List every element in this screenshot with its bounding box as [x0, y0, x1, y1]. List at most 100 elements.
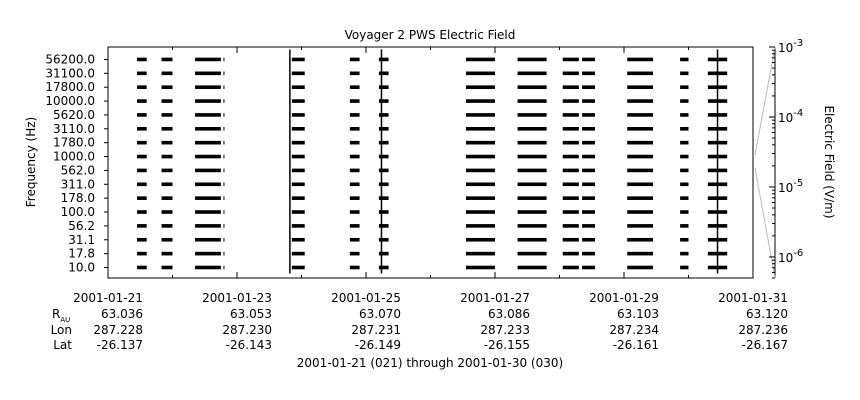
data-bar: [378, 168, 389, 173]
data-bar: [582, 99, 595, 103]
data-bar: [378, 99, 389, 103]
data-bar: [378, 196, 389, 200]
data-bar: [349, 113, 360, 117]
data-bar: [517, 182, 547, 187]
ephemeris-value-lon: 287.233: [480, 323, 530, 337]
data-bar: [195, 265, 221, 270]
colorbar-connector: [754, 167, 776, 279]
data-bar: [161, 57, 173, 62]
data-bar: [517, 210, 547, 214]
channel-labels: 10.017.831.156.2100.0178.0311.0562.01000…: [45, 52, 108, 275]
data-bar: [161, 99, 173, 103]
data-bar: [161, 251, 173, 256]
channel-label: 311.0: [61, 177, 95, 191]
colorbar: 10-6 10-5 10-4 10-3: [754, 38, 803, 279]
data-bars: [137, 57, 728, 270]
colorbar-connector: [754, 46, 776, 156]
data-bar: [223, 210, 225, 214]
data-bar: [627, 99, 654, 103]
data-bar: [627, 224, 654, 228]
x-ticks: [107, 47, 754, 278]
data-bar: [161, 85, 173, 89]
data-bar: [627, 196, 654, 200]
data-bar: [195, 140, 221, 145]
data-bar: [582, 224, 595, 228]
data-bar: [161, 182, 173, 187]
data-bar: [582, 182, 595, 187]
data-bar: [562, 224, 579, 228]
data-bar: [562, 71, 579, 76]
channel-label: 31100.0: [45, 66, 95, 80]
data-bar: [378, 113, 389, 117]
data-bar: [349, 154, 360, 159]
data-bar: [291, 71, 305, 76]
x-tick-label: 2001-01-23: [202, 291, 272, 305]
data-bar: [680, 237, 689, 242]
data-bar: [465, 154, 495, 159]
data-bar: [680, 168, 689, 173]
data-bar: [223, 251, 225, 256]
data-bar: [627, 140, 654, 145]
data-bar: [378, 210, 389, 214]
data-bar: [195, 182, 221, 187]
data-bar: [291, 140, 305, 145]
data-bar: [291, 224, 305, 228]
ephemeris-value-lat: -26.149: [355, 338, 401, 352]
data-bar: [465, 140, 495, 145]
data-bar: [349, 251, 360, 256]
chart-title: Voyager 2 PWS Electric Field: [345, 28, 516, 42]
data-bar: [517, 140, 547, 145]
data-bar: [195, 113, 221, 117]
data-bar: [517, 127, 547, 131]
data-bar: [161, 196, 173, 200]
channel-label: 100.0: [61, 205, 95, 219]
data-bar: [517, 251, 547, 256]
data-bar: [627, 251, 654, 256]
data-bar: [223, 140, 225, 145]
data-bar: [582, 71, 595, 76]
x-tick-label: 2001-01-29: [589, 291, 659, 305]
channel-label: 56.2: [68, 219, 95, 233]
data-bar: [137, 196, 147, 200]
data-bar: [223, 168, 225, 173]
data-bar: [195, 251, 221, 256]
data-bar: [349, 99, 360, 103]
data-bar: [223, 127, 225, 131]
data-bar: [517, 224, 547, 228]
data-bar: [137, 127, 147, 131]
data-bar: [378, 182, 389, 187]
data-bar: [378, 224, 389, 228]
data-bar: [137, 182, 147, 187]
data-bar: [465, 265, 495, 270]
ephemeris-value-lat: -26.143: [226, 338, 272, 352]
data-bar: [562, 140, 579, 145]
data-bar: [195, 127, 221, 131]
data-bar: [562, 182, 579, 187]
data-bar: [378, 251, 389, 256]
y-axis-label: Frequency (Hz): [24, 117, 38, 208]
data-bar: [291, 113, 305, 117]
data-bar: [680, 140, 689, 145]
data-bar: [137, 224, 147, 228]
data-bar: [465, 168, 495, 173]
data-bar: [582, 154, 595, 159]
data-bar: [465, 57, 495, 62]
data-bar: [161, 127, 173, 131]
y2-axis-label: Electric Field (V/m): [822, 105, 836, 218]
channel-label: 1780.0: [53, 136, 95, 150]
data-bar: [137, 154, 147, 159]
channel-label: 17800.0: [45, 80, 95, 94]
data-bar: [465, 99, 495, 103]
x-tick-label: 2001-01-25: [331, 291, 401, 305]
data-bar: [680, 210, 689, 214]
data-bar: [562, 154, 579, 159]
data-bar: [562, 251, 579, 256]
data-bar: [378, 71, 389, 76]
channel-label: 5620.0: [53, 108, 95, 122]
data-bar: [627, 210, 654, 214]
data-bar: [349, 140, 360, 145]
data-bar: [349, 224, 360, 228]
data-bar: [582, 127, 595, 131]
data-bar: [291, 168, 305, 173]
data-bar: [349, 127, 360, 131]
